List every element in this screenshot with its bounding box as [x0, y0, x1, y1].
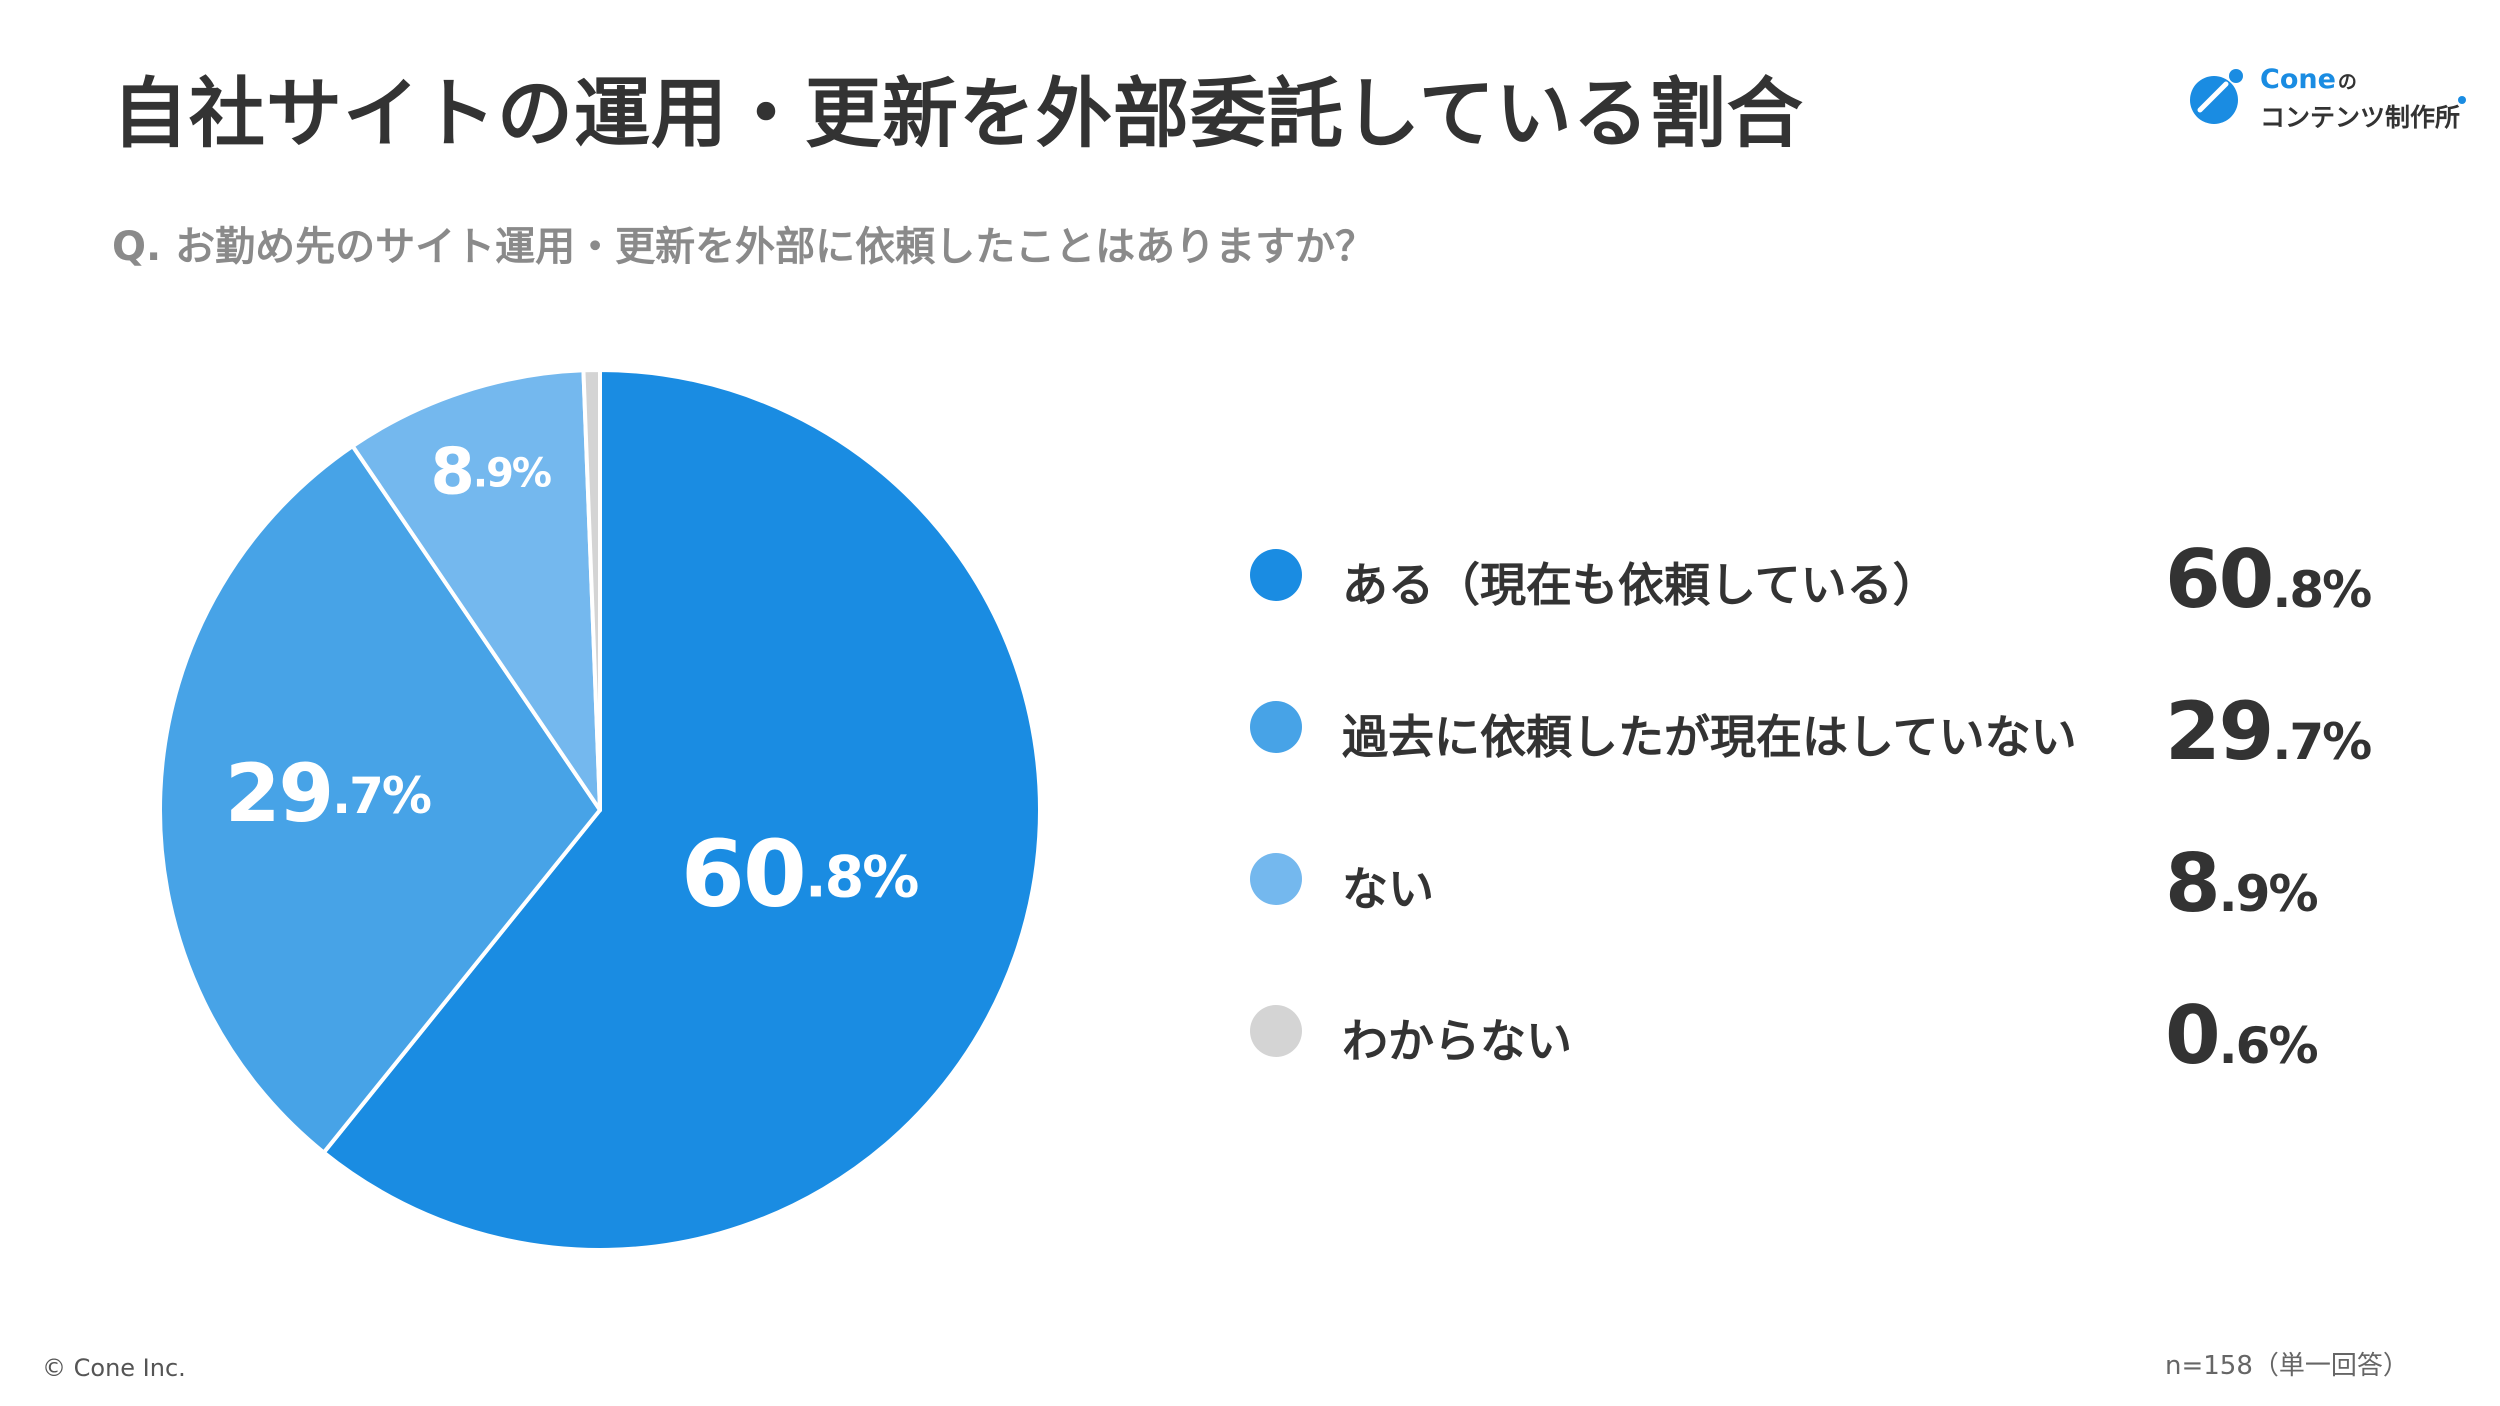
- slice-label-dec: .9%: [473, 451, 551, 497]
- legend-item: 過去に依頼したが現在はしていない 29.7%: [1250, 677, 2410, 778]
- legend-item: ない 8.9%: [1250, 829, 2410, 930]
- pie-slice: [581, 368, 602, 812]
- slice-label-int: 8: [430, 435, 473, 509]
- pie-slice: [350, 368, 602, 812]
- brand-logo: Cone の コンテンツ制作所: [2186, 62, 2476, 132]
- logo-brand: Cone の: [2260, 64, 2357, 95]
- legend-value-dec: .7%: [2272, 713, 2372, 771]
- cone-logo-icon: [2190, 69, 2243, 124]
- legend-swatch: [1250, 549, 1302, 601]
- logo-brand-suffix: の: [2337, 71, 2357, 93]
- legend-value-int: 60: [2165, 533, 2274, 626]
- legend-value-int: 8: [2165, 837, 2221, 930]
- legend-swatch: [1250, 701, 1302, 753]
- legend-value: 0.6%: [2165, 989, 2319, 1082]
- slice-label-dec: .7%: [332, 766, 431, 824]
- legend-value-dec: .9%: [2218, 865, 2319, 923]
- sample-size-note: n=158（単一回答）: [2165, 1351, 2409, 1381]
- pie-slice: [158, 444, 602, 1155]
- pie-slice: [321, 368, 1042, 1252]
- chart-title: 自社サイトの運用・更新を外部委託している割合: [112, 69, 1804, 158]
- slice-label-dec: .8%: [805, 844, 918, 910]
- legend-swatch: [1250, 1005, 1302, 1057]
- question-text: Q. お勤め先のサイト運用・更新を外部に依頼したことはありますか？: [112, 224, 1376, 270]
- pie-slices: [158, 368, 1042, 1252]
- legend-value-int: 0: [2165, 989, 2221, 1082]
- legend-label: ない: [1342, 862, 1434, 916]
- legend-swatch: [1250, 853, 1302, 905]
- legend-value-dec: .8%: [2272, 561, 2372, 619]
- slice-label-int: 29: [225, 747, 332, 840]
- copyright-text: © Cone Inc.: [42, 1354, 186, 1382]
- legend-item: ある（現在も依頼している） 60.8%: [1250, 525, 2410, 626]
- logo-dot: [2458, 96, 2466, 104]
- logo-brand-name: Cone: [2260, 64, 2336, 95]
- logo-subtitle: コンテンツ制作所: [2260, 103, 2461, 132]
- slice-label: 29.7%: [225, 747, 431, 840]
- legend-label: ある（現在も依頼している）: [1342, 558, 1939, 612]
- legend-value: 29.7%: [2165, 685, 2372, 778]
- slice-label-int: 60: [681, 821, 805, 928]
- slice-label: 60.8%: [681, 821, 918, 928]
- legend-value: 8.9%: [2165, 837, 2319, 930]
- legend-label: 過去に依頼したが現在はしていない: [1342, 710, 2077, 764]
- legend-value-dec: .6%: [2218, 1017, 2319, 1075]
- legend-label: わからない: [1342, 1014, 1572, 1068]
- slice-label: 8.9%: [430, 435, 551, 509]
- legend-value: 60.8%: [2165, 533, 2372, 626]
- legend-value-int: 29: [2165, 685, 2274, 778]
- legend-item: わからない 0.6%: [1250, 981, 2410, 1082]
- pie-labels: 60.8% 29.7% 8.9%: [225, 435, 920, 928]
